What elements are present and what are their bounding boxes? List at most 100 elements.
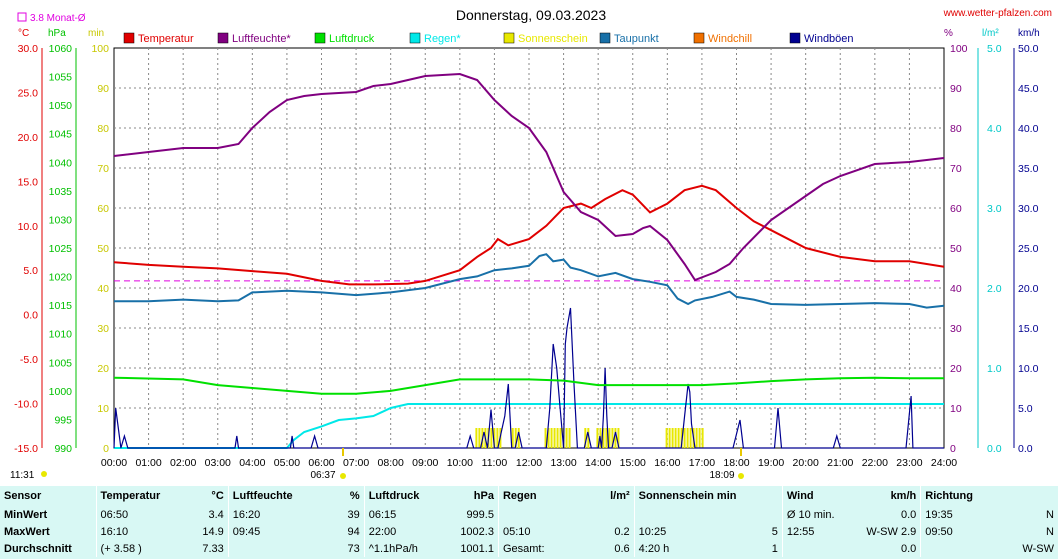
sunshine-bar (517, 428, 520, 448)
stats-cell-time: 19:35 (920, 506, 1019, 523)
humidity-tick-label: 0 (950, 443, 956, 455)
sunshine-bar (478, 428, 481, 448)
stats-row: Durchschnitt (+ 3.58 ) 7.33 73 ^1.1hPa/h 1001… (0, 540, 1058, 557)
stats-row-label: MinWert (4, 508, 48, 521)
stats-cell-time: 09:45 (227, 523, 321, 540)
wind-tick-label: 20.0 (1018, 283, 1039, 295)
x-tick-label: 21:00 (827, 457, 853, 469)
stats-cell-value: W-SW (1022, 542, 1054, 555)
stats-cell-value (740, 506, 782, 523)
stats-header-cell: Temperatur (95, 486, 185, 506)
humidity-tick-label: 40 (950, 283, 962, 295)
temp-tick-label: -5.0 (20, 354, 38, 366)
sun-icon-left (41, 471, 47, 477)
stats-table: Sensor Temperatur °C Luftfeuchte% Luftdruck h… (0, 486, 1058, 559)
unit-rain: l/m² (982, 28, 999, 39)
stats-cell-time: 12:55 (781, 523, 863, 540)
sunshine-bar (547, 428, 550, 448)
stats-header-cell: Sensor (4, 490, 42, 502)
x-tick-label: 06:00 (308, 457, 334, 469)
sunset-icon (738, 473, 744, 479)
temp-tick-label: -15.0 (14, 443, 38, 455)
humidity-tick-label: 30 (950, 323, 962, 335)
sunshine-tick-label: 60 (97, 203, 109, 215)
legend-label: Windböen (804, 33, 854, 45)
x-tick-label: 07:00 (343, 457, 369, 469)
hpa-tick-label: 990 (54, 443, 72, 455)
hpa-tick-label: 1020 (49, 272, 73, 284)
rain-tick-label: 0.0 (987, 443, 1002, 455)
hpa-tick-label: 1050 (49, 100, 73, 112)
x-tick-label: 23:00 (896, 457, 922, 469)
wind-tick-label: 50.0 (1018, 43, 1039, 55)
sunshine-bar (605, 428, 608, 448)
sunshine-bar (496, 428, 499, 448)
x-tick-label: 05:00 (274, 457, 300, 469)
stats-cell-time (497, 506, 587, 523)
stats-cell-value: 5 (771, 525, 778, 538)
stats-header-cell: Wind (781, 486, 863, 506)
series-line-luftdruck (113, 376, 944, 395)
rain-tick-label: 1.0 (987, 363, 1002, 375)
sunshine-tick-label: 70 (97, 163, 109, 175)
x-tick-label: 01:00 (135, 457, 161, 469)
wind-tick-label: 35.0 (1018, 163, 1039, 175)
grid (113, 47, 945, 449)
axes: 30.0 25.0 20.0 15.0 10.0 5.0 0.0 -5.0 -10.0 -15.0… (14, 43, 1039, 469)
stats-header-unit (1018, 486, 1058, 506)
stats-cell-time (227, 540, 321, 557)
site-link[interactable]: www.wetter-pfalzen.com (943, 8, 1052, 19)
sunshine-tick-label: 40 (97, 283, 109, 295)
stats-cell-value: 3.4 (208, 508, 224, 521)
wind-tick-label: 30.0 (1018, 203, 1039, 215)
legend-swatch (123, 32, 135, 44)
sunshine-bar (701, 428, 704, 448)
stats-header-unit: l/m² (610, 490, 630, 502)
sunshine-bar (614, 428, 617, 448)
x-tick-label: 17:00 (689, 457, 715, 469)
wind-tick-label: 15.0 (1018, 323, 1039, 335)
rain-tick-label: 2.0 (987, 283, 1002, 295)
series-line-temperatur (113, 184, 945, 286)
sunshine-bar (584, 428, 587, 448)
stats-cell-time: 05:10 (497, 523, 587, 540)
unit-celsius: °C (18, 28, 29, 39)
humidity-tick-label: 20 (950, 363, 962, 375)
chart-title: Donnerstag, 09.03.2023 (456, 7, 606, 23)
stats-cell-value: N (1046, 525, 1054, 538)
sunshine-bar (511, 428, 514, 448)
monat-label: 3.8 Monat-Ø (30, 13, 86, 24)
sunset-label: 18:09 (709, 470, 734, 481)
hpa-tick-label: 1010 (49, 329, 73, 341)
rain-tick-label: 4.0 (987, 123, 1002, 135)
legend-label: Regen* (424, 33, 461, 45)
x-tick-label: 13:00 (550, 457, 576, 469)
sunshine-bar (686, 428, 689, 448)
temp-tick-label: 10.0 (18, 221, 39, 233)
sunshine-tick-label: 100 (91, 43, 109, 55)
hpa-tick-label: 1035 (49, 186, 73, 198)
stats-cell-time: 4:20 h (633, 540, 741, 557)
sunshine-bar (674, 428, 677, 448)
stats-header-cell: Sonnenschein min (633, 486, 741, 506)
x-tick-label: 16:00 (654, 457, 680, 469)
stats-cell-time (920, 540, 1019, 557)
rain-tick-label: 5.0 (987, 43, 1002, 55)
plot-area (113, 72, 945, 479)
x-tick-label: 10:00 (447, 457, 473, 469)
sunshine-bar (683, 428, 686, 448)
stats-cell-value: W-SW 2.9 (866, 525, 917, 538)
stats-cell-value: 999.5 (466, 508, 494, 521)
x-tick-label: 24:00 (931, 457, 957, 469)
hpa-tick-label: 1060 (49, 43, 73, 55)
stats-header-unit: °C (211, 490, 224, 502)
x-tick-label: 18:00 (723, 457, 749, 469)
stats-header-cell: Luftdruck (363, 486, 451, 506)
temp-tick-label: 20.0 (18, 132, 39, 144)
x-tick-label: 03:00 (205, 457, 231, 469)
humidity-tick-label: 60 (950, 203, 962, 215)
stats-cell-value: 0.6 (614, 542, 630, 555)
legend-swatch (314, 32, 326, 44)
sunshine-bar (490, 428, 493, 448)
unit-hpa: hPa (48, 28, 66, 39)
